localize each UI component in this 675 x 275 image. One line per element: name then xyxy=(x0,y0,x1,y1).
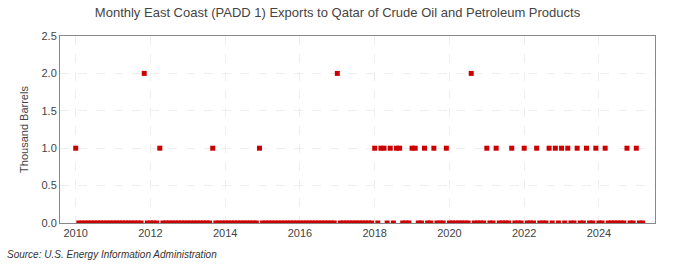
svg-text:2010: 2010 xyxy=(63,227,87,239)
svg-text:2.0: 2.0 xyxy=(42,67,57,79)
svg-text:0.0: 0.0 xyxy=(42,217,57,229)
svg-text:2014: 2014 xyxy=(213,227,237,239)
svg-text:2.5: 2.5 xyxy=(42,30,57,42)
svg-text:Source: U.S. Energy Informatio: Source: U.S. Energy Information Administ… xyxy=(7,249,217,260)
svg-text:2018: 2018 xyxy=(362,227,386,239)
svg-text:2024: 2024 xyxy=(587,227,611,239)
svg-text:Monthly East Coast (PADD 1) Ex: Monthly East Coast (PADD 1) Exports to Q… xyxy=(95,5,581,20)
svg-text:2016: 2016 xyxy=(288,227,312,239)
svg-text:0.5: 0.5 xyxy=(42,179,57,191)
svg-text:1.0: 1.0 xyxy=(42,142,57,154)
svg-text:2020: 2020 xyxy=(437,227,461,239)
svg-text:Thousand Barrels: Thousand Barrels xyxy=(18,86,30,173)
svg-text:2012: 2012 xyxy=(138,227,162,239)
svg-text:1.5: 1.5 xyxy=(42,105,57,117)
svg-text:2022: 2022 xyxy=(512,227,536,239)
